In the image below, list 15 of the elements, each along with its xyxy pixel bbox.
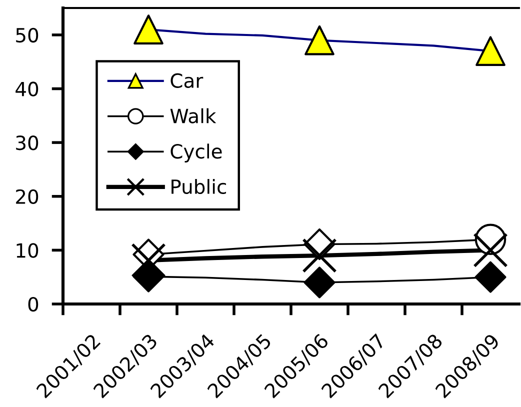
point <box>304 25 334 56</box>
y-tick-label: 0 <box>28 296 38 312</box>
point <box>476 36 506 66</box>
legend-label: Cycle <box>170 144 222 162</box>
point <box>134 14 164 44</box>
y-tick-label: 50 <box>16 28 38 43</box>
y-tick-label: 40 <box>16 82 38 96</box>
y-tick-label: 30 <box>16 136 38 150</box>
point <box>474 261 506 293</box>
point <box>304 266 336 298</box>
y-tick-label: 10 <box>16 243 38 258</box>
legend-label: Walk <box>170 108 216 124</box>
legend-label: Car <box>170 73 204 88</box>
y-tick-label: 20 <box>16 189 38 204</box>
legend-label: Public <box>172 178 226 194</box>
